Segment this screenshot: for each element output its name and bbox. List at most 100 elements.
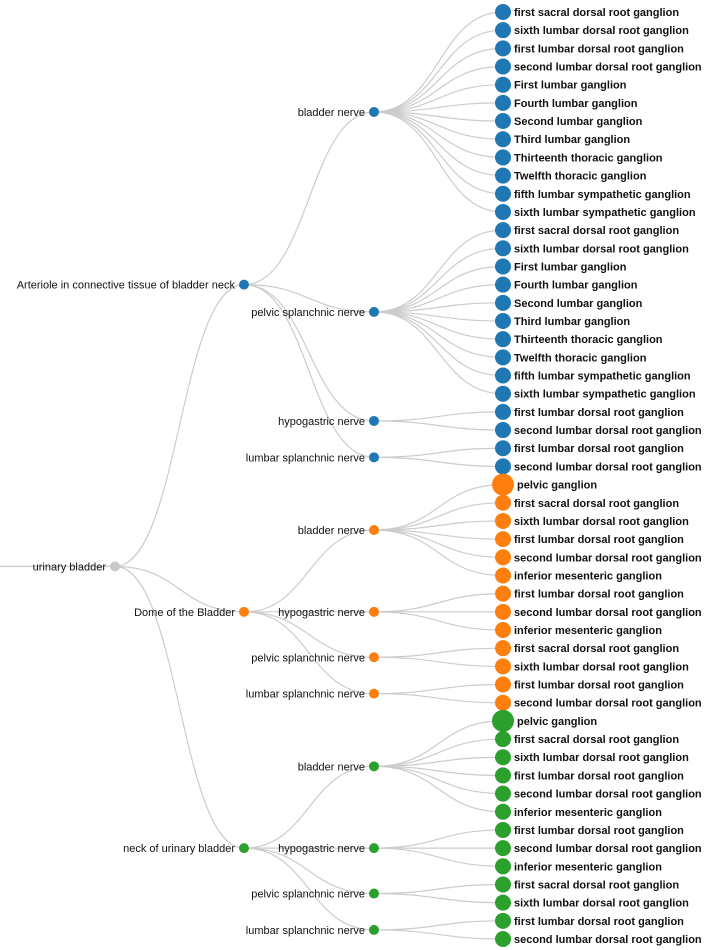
leaf-node-second-lumbar-dorsal-root-ganglion[interactable]: second lumbar dorsal root ganglion — [495, 785, 702, 802]
leaf-node-second-lumbar-ganglion-dot[interactable] — [495, 113, 511, 130]
leaf-node-second-lumbar-dorsal-root-ganglion-dot[interactable] — [495, 422, 511, 439]
leaf-node-sixth-lumbar-sympathetic-ganglion-dot[interactable] — [495, 203, 511, 220]
leaf-node-inferior-mesenteric-ganglion-dot[interactable] — [495, 803, 511, 820]
leaf-node-first-sacral-dorsal-root-ganglion[interactable]: first sacral dorsal root ganglion — [495, 222, 679, 239]
leaf-node-first-lumbar-dorsal-root-ganglion[interactable]: first lumbar dorsal root ganglion — [495, 767, 684, 784]
leaf-node-third-lumbar-ganglion[interactable]: Third lumbar ganglion — [495, 131, 630, 148]
leaf-node-inferior-mesenteric-ganglion[interactable]: inferior mesenteric ganglion — [495, 622, 662, 638]
leaf-node-fifth-lumbar-sympathetic-ganglion-dot[interactable] — [495, 185, 511, 202]
root-node-urinary-bladder-dot[interactable] — [110, 561, 120, 572]
leaf-node-sixth-lumbar-dorsal-root-ganglion-dot[interactable] — [495, 22, 511, 39]
leaf-node-first-sacral-dorsal-root-ganglion[interactable]: first sacral dorsal root ganglion — [495, 876, 679, 893]
leaf-node-fifth-lumbar-sympathetic-ganglion[interactable]: fifth lumbar sympathetic ganglion — [495, 367, 691, 384]
leaf-node-pelvic-ganglion[interactable]: pelvic ganglion — [492, 473, 597, 496]
leaf-node-second-lumbar-dorsal-root-ganglion-dot[interactable] — [495, 840, 511, 857]
branch-node-dome-of-the-bladder[interactable]: Dome of the Bladder — [134, 606, 249, 619]
leaf-node-third-lumbar-ganglion-dot[interactable] — [495, 313, 511, 329]
leaf-node-sixth-lumbar-dorsal-root-ganglion-dot[interactable] — [495, 894, 511, 911]
leaf-node-fifth-lumbar-sympathetic-ganglion-dot[interactable] — [495, 367, 511, 384]
nerve-node-bladder-nerve-dot[interactable] — [369, 106, 379, 117]
root-node-urinary-bladder[interactable]: urinary bladder — [33, 561, 120, 573]
leaf-node-first-sacral-dorsal-root-ganglion[interactable]: first sacral dorsal root ganglion — [495, 640, 679, 657]
nerve-node-hypogastric-nerve[interactable]: hypogastric nerve — [278, 606, 379, 619]
leaf-node-first-lumbar-dorsal-root-ganglion-dot[interactable] — [495, 585, 511, 602]
leaf-node-fourth-lumbar-ganglion[interactable]: Fourth lumbar ganglion — [495, 94, 638, 111]
leaf-node-first-lumbar-dorsal-root-ganglion-dot[interactable] — [495, 403, 511, 420]
leaf-node-inferior-mesenteric-ganglion-dot[interactable] — [495, 567, 511, 584]
leaf-node-second-lumbar-dorsal-root-ganglion-dot[interactable] — [495, 931, 511, 947]
leaf-node-inferior-mesenteric-ganglion-dot[interactable] — [495, 622, 511, 638]
leaf-node-twelfth-thoracic-ganglion-dot[interactable] — [495, 167, 511, 184]
leaf-node-fourth-lumbar-ganglion-dot[interactable] — [495, 276, 511, 293]
leaf-node-first-sacral-dorsal-root-ganglion[interactable]: first sacral dorsal root ganglion — [495, 4, 679, 20]
leaf-node-third-lumbar-ganglion[interactable]: Third lumbar ganglion — [495, 313, 630, 329]
leaf-node-sixth-lumbar-dorsal-root-ganglion-dot[interactable] — [495, 658, 511, 675]
leaf-node-inferior-mesenteric-ganglion[interactable]: inferior mesenteric ganglion — [495, 858, 662, 875]
nerve-node-pelvic-splanchnic-nerve[interactable]: pelvic splanchnic nerve — [251, 652, 379, 664]
leaf-node-first-lumbar-dorsal-root-ganglion-dot[interactable] — [495, 821, 511, 838]
leaf-node-first-lumbar-dorsal-root-ganglion[interactable]: first lumbar dorsal root ganglion — [495, 440, 684, 457]
nerve-node-lumbar-splanchnic-nerve[interactable]: lumbar splanchnic nerve — [246, 688, 379, 701]
branch-node-arteriole-in-connective-tissue-of-bladder-neck[interactable]: Arteriole in connective tissue of bladde… — [17, 279, 249, 292]
nerve-node-pelvic-splanchnic-nerve-dot[interactable] — [369, 306, 379, 317]
nerve-node-bladder-nerve[interactable]: bladder nerve — [298, 761, 379, 773]
nerve-node-hypogastric-nerve-dot[interactable] — [369, 415, 379, 426]
leaf-node-second-lumbar-dorsal-root-ganglion-dot[interactable] — [495, 694, 511, 711]
leaf-node-second-lumbar-dorsal-root-ganglion[interactable]: second lumbar dorsal root ganglion — [495, 458, 702, 475]
leaf-node-inferior-mesenteric-ganglion[interactable]: inferior mesenteric ganglion — [495, 567, 662, 584]
leaf-node-sixth-lumbar-sympathetic-ganglion[interactable]: sixth lumbar sympathetic ganglion — [495, 385, 696, 402]
branch-node-dome-of-the-bladder-dot[interactable] — [239, 606, 249, 617]
nerve-node-bladder-nerve-dot[interactable] — [369, 761, 379, 772]
leaf-node-first-lumbar-dorsal-root-ganglion-dot[interactable] — [495, 676, 511, 693]
leaf-node-second-lumbar-dorsal-root-ganglion-dot[interactable] — [495, 785, 511, 802]
leaf-node-second-lumbar-dorsal-root-ganglion[interactable]: second lumbar dorsal root ganglion — [495, 603, 702, 620]
nerve-node-lumbar-splanchnic-nerve[interactable]: lumbar splanchnic nerve — [246, 452, 379, 464]
leaf-node-first-sacral-dorsal-root-ganglion-dot[interactable] — [495, 876, 511, 893]
leaf-node-first-lumbar-dorsal-root-ganglion[interactable]: first lumbar dorsal root ganglion — [495, 40, 684, 57]
nerve-node-lumbar-splanchnic-nerve-dot[interactable] — [369, 452, 379, 463]
leaf-node-first-lumbar-ganglion-dot[interactable] — [495, 258, 511, 275]
leaf-node-first-lumbar-dorsal-root-ganglion[interactable]: first lumbar dorsal root ganglion — [495, 821, 684, 838]
leaf-node-first-lumbar-ganglion[interactable]: First lumbar ganglion — [495, 258, 627, 275]
nerve-node-lumbar-splanchnic-nerve-dot[interactable] — [369, 924, 379, 935]
leaf-node-second-lumbar-dorsal-root-ganglion[interactable]: second lumbar dorsal root ganglion — [495, 931, 702, 947]
leaf-node-second-lumbar-ganglion[interactable]: Second lumbar ganglion — [495, 113, 643, 130]
leaf-node-first-sacral-dorsal-root-ganglion-dot[interactable] — [495, 222, 511, 239]
leaf-node-inferior-mesenteric-ganglion[interactable]: inferior mesenteric ganglion — [495, 803, 662, 820]
leaf-node-second-lumbar-dorsal-root-ganglion-dot[interactable] — [495, 549, 511, 566]
leaf-node-first-lumbar-dorsal-root-ganglion[interactable]: first lumbar dorsal root ganglion — [495, 912, 684, 929]
leaf-node-first-sacral-dorsal-root-ganglion-dot[interactable] — [495, 4, 511, 20]
leaf-node-first-lumbar-dorsal-root-ganglion-dot[interactable] — [495, 40, 511, 57]
leaf-node-first-lumbar-dorsal-root-ganglion[interactable]: first lumbar dorsal root ganglion — [495, 531, 684, 548]
leaf-node-inferior-mesenteric-ganglion-dot[interactable] — [495, 858, 511, 875]
leaf-node-first-lumbar-dorsal-root-ganglion[interactable]: first lumbar dorsal root ganglion — [495, 403, 684, 420]
leaf-node-second-lumbar-dorsal-root-ganglion[interactable]: second lumbar dorsal root ganglion — [495, 549, 702, 566]
branch-node-neck-of-urinary-bladder-dot[interactable] — [239, 843, 249, 854]
leaf-node-sixth-lumbar-dorsal-root-ganglion-dot[interactable] — [495, 240, 511, 257]
nerve-node-pelvic-splanchnic-nerve[interactable]: pelvic splanchnic nerve — [251, 888, 379, 901]
leaf-node-second-lumbar-dorsal-root-ganglion[interactable]: second lumbar dorsal root ganglion — [495, 422, 702, 439]
nerve-node-hypogastric-nerve-dot[interactable] — [369, 843, 379, 854]
nerve-node-bladder-nerve[interactable]: bladder nerve — [298, 525, 379, 537]
leaf-node-first-sacral-dorsal-root-ganglion-dot[interactable] — [495, 731, 511, 748]
leaf-node-sixth-lumbar-dorsal-root-ganglion[interactable]: sixth lumbar dorsal root ganglion — [495, 512, 689, 529]
leaf-node-second-lumbar-dorsal-root-ganglion-dot[interactable] — [495, 458, 511, 475]
leaf-node-second-lumbar-dorsal-root-ganglion[interactable]: second lumbar dorsal root ganglion — [495, 840, 702, 857]
leaf-node-second-lumbar-dorsal-root-ganglion[interactable]: second lumbar dorsal root ganglion — [495, 58, 702, 75]
leaf-node-first-lumbar-ganglion[interactable]: First lumbar ganglion — [495, 76, 627, 93]
nerve-node-pelvic-splanchnic-nerve-dot[interactable] — [369, 652, 379, 663]
leaf-node-second-lumbar-ganglion[interactable]: Second lumbar ganglion — [495, 294, 643, 311]
leaf-node-pelvic-ganglion[interactable]: pelvic ganglion — [492, 709, 597, 732]
leaf-node-first-lumbar-dorsal-root-ganglion-dot[interactable] — [495, 440, 511, 457]
leaf-node-pelvic-ganglion-dot[interactable] — [492, 473, 514, 496]
leaf-node-twelfth-thoracic-ganglion[interactable]: Twelfth thoracic ganglion — [495, 167, 647, 184]
leaf-node-sixth-lumbar-sympathetic-ganglion[interactable]: sixth lumbar sympathetic ganglion — [495, 203, 696, 220]
leaf-node-first-lumbar-ganglion-dot[interactable] — [495, 76, 511, 93]
leaf-node-first-sacral-dorsal-root-ganglion-dot[interactable] — [495, 494, 511, 511]
leaf-node-second-lumbar-dorsal-root-ganglion[interactable]: second lumbar dorsal root ganglion — [495, 694, 702, 711]
leaf-node-sixth-lumbar-dorsal-root-ganglion[interactable]: sixth lumbar dorsal root ganglion — [495, 894, 689, 911]
leaf-node-first-sacral-dorsal-root-ganglion-dot[interactable] — [495, 640, 511, 657]
leaf-node-thirteenth-thoracic-ganglion[interactable]: Thirteenth thoracic ganglion — [495, 331, 663, 348]
leaf-node-first-lumbar-dorsal-root-ganglion[interactable]: first lumbar dorsal root ganglion — [495, 676, 684, 693]
leaf-node-thirteenth-thoracic-ganglion-dot[interactable] — [495, 331, 511, 348]
